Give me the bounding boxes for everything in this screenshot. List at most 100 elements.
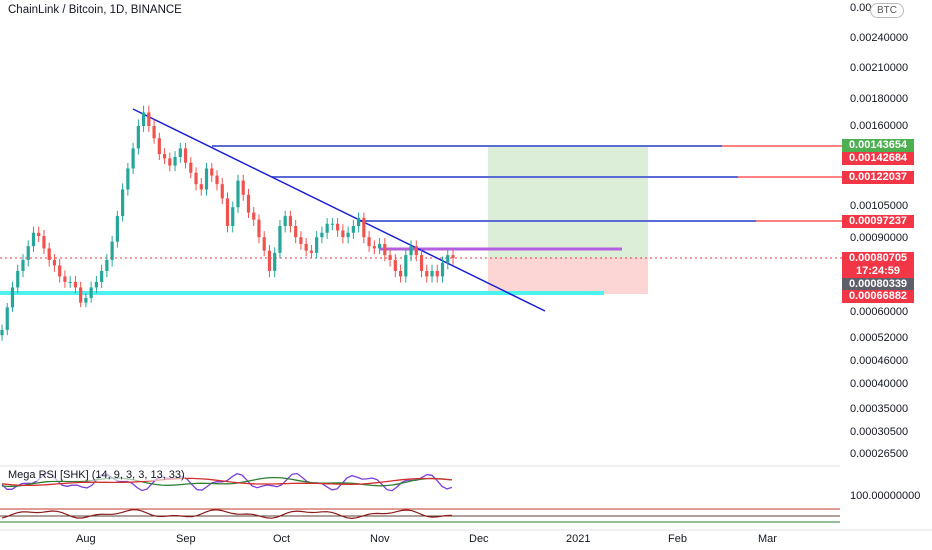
candle-body (414, 246, 418, 256)
candle-body (0, 329, 4, 336)
candle-body (178, 148, 182, 157)
candle-body (73, 281, 78, 288)
stop-price-tag: 0.00066882 (842, 290, 914, 303)
price-tick: 0.00052000 (850, 332, 909, 344)
candle-body (440, 262, 445, 277)
candle-body (404, 255, 408, 277)
time-tick: Mar (758, 533, 777, 545)
target-price-tag: 0.00143654 (842, 139, 914, 152)
candle-body (5, 307, 9, 330)
candle-body (273, 252, 277, 271)
candle-body (47, 248, 51, 260)
price-tick: 0.00090000 (850, 232, 909, 244)
price-tick: 0.00046000 (850, 355, 909, 367)
price-tick: 0.00210000 (850, 62, 909, 74)
ind-line-green (1, 476, 453, 488)
candle-body (89, 287, 93, 299)
price-tick: 0.00180000 (850, 93, 909, 105)
candle-body (435, 270, 439, 277)
candle-body (162, 154, 167, 159)
candle-body (68, 281, 72, 283)
candle-body (309, 250, 314, 253)
indicator-title[interactable]: Mega RSI [SHK] (14, 9, 3, 3, 13, 33) (8, 469, 185, 481)
level-price-tag: 0.00142684 (842, 152, 914, 165)
price-tick: 0.00105000 (850, 200, 909, 212)
time-tick: Aug (76, 533, 96, 545)
candle-body (388, 255, 392, 260)
candle-body (152, 126, 156, 139)
stop-zone (488, 258, 648, 294)
candle-body (210, 168, 214, 176)
price-tick: 0.00030500 (850, 426, 909, 438)
time-tick: Dec (469, 533, 489, 545)
candle-body (362, 217, 366, 238)
candle-body (204, 168, 209, 190)
candle-body (42, 236, 46, 249)
indicator-axis-value: 100.00000000 (850, 490, 921, 502)
price-tick: 0.00040000 (850, 378, 909, 390)
candle-body (147, 112, 151, 126)
price-tick: 0.00160000 (850, 120, 909, 132)
candle-body (183, 148, 188, 163)
candle-body (225, 198, 230, 227)
candle-body (393, 259, 397, 271)
candle-body (346, 232, 350, 238)
time-tick: Sep (176, 533, 196, 545)
candle-body (26, 246, 30, 260)
candle-body (336, 223, 340, 231)
candle-body (330, 223, 334, 225)
candle-body (141, 112, 146, 126)
gray-level-tag: 0.00080339 (842, 278, 914, 291)
candle-body (357, 217, 361, 227)
candle-body (283, 216, 287, 227)
candle-body (189, 162, 193, 173)
candle-body (341, 230, 345, 238)
price-tick: 0.00060000 (850, 306, 909, 318)
candle-body (425, 270, 429, 277)
candle-body (383, 243, 387, 256)
bar-countdown-tag: 17:24:59 (842, 265, 914, 278)
candle-body (236, 180, 240, 208)
candle-body (157, 138, 161, 155)
candle-body (377, 243, 382, 249)
candle-body (168, 158, 172, 166)
candle-body (367, 237, 371, 247)
candle-body (63, 276, 67, 282)
candle-body (199, 184, 203, 190)
candle-body (31, 232, 36, 247)
candle-body (446, 255, 450, 263)
price-tick-top: 0.00 (850, 2, 872, 14)
candle-body (294, 226, 298, 238)
candle-body (257, 219, 261, 238)
candle-body (262, 237, 266, 251)
candle-body (121, 189, 125, 217)
candle-body (100, 270, 104, 282)
candle-body (304, 243, 308, 251)
candle-body (419, 255, 424, 271)
candle-body (451, 255, 455, 259)
candle-body (105, 259, 109, 271)
candle-body (299, 237, 303, 244)
chart-title: ChainLink / Bitcoin, 1D, BINANCE (8, 4, 182, 16)
time-tick: 2021 (566, 533, 591, 545)
candles (0, 105, 455, 341)
time-tick: Nov (370, 533, 390, 545)
candle-body (194, 172, 198, 185)
candle-body (278, 226, 282, 253)
candle-body (246, 194, 251, 213)
candle-body (58, 265, 62, 277)
price-tick: 0.00240000 (850, 32, 909, 44)
quote-currency-badge[interactable]: BTC (870, 3, 904, 18)
price-tick: 0.00026500 (850, 448, 909, 460)
candle-body (10, 287, 15, 308)
candle-body (131, 148, 135, 169)
candle-body (398, 270, 403, 277)
target-zone (488, 146, 648, 258)
candle-body (288, 216, 293, 227)
candle-body (231, 207, 235, 227)
candle-body (409, 246, 413, 256)
candle-body (241, 180, 245, 195)
candle-body (16, 270, 20, 288)
candle-body (325, 223, 329, 233)
